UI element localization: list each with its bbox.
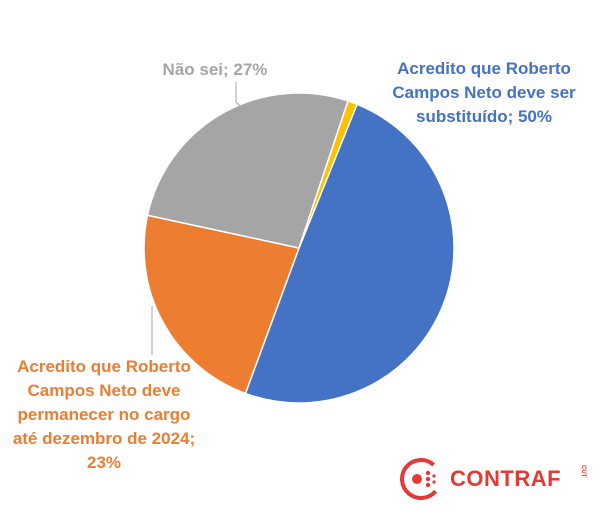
label-line: permanecer no cargo bbox=[17, 405, 191, 424]
slice-substituido bbox=[244, 103, 455, 404]
slice-permanecer bbox=[143, 214, 301, 395]
contraf-logo-text: CONTRAF bbox=[450, 466, 562, 491]
slice-label-nao-sei: Não sei; 27% bbox=[150, 58, 280, 82]
label-line: Campos Neto deve ser bbox=[392, 83, 576, 102]
slice-label-permanecer: Acredito que Roberto Campos Neto deve pe… bbox=[6, 355, 202, 475]
slice-nao-sei bbox=[146, 92, 349, 249]
label-line: até dezembro de 2024; bbox=[12, 429, 196, 448]
slice-label-substituido: Acredito que Roberto Campos Neto deve se… bbox=[378, 57, 590, 129]
label-line: substituído; 50% bbox=[415, 107, 552, 126]
contraf-logo-icon bbox=[400, 458, 442, 500]
contraf-logo-sub: CUT bbox=[580, 465, 586, 478]
label-line: Não sei; 27% bbox=[162, 60, 268, 79]
leader-line-nao-sei bbox=[235, 82, 243, 109]
slice-outros bbox=[298, 100, 359, 249]
label-line: Acredito que Roberto bbox=[17, 357, 191, 376]
label-line: Campos Neto deve bbox=[27, 381, 181, 400]
contraf-logo: CONTRAF CUT bbox=[400, 456, 590, 506]
label-line: 23% bbox=[86, 453, 122, 472]
label-line: Acredito que Roberto bbox=[397, 59, 571, 78]
